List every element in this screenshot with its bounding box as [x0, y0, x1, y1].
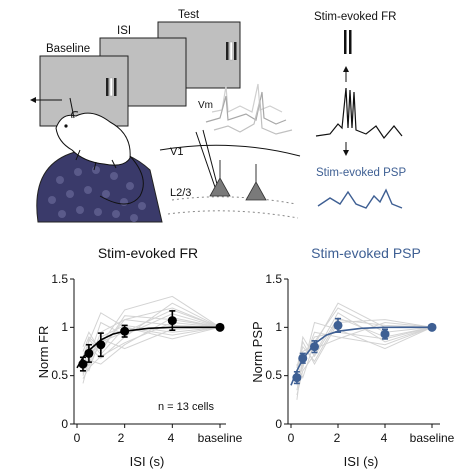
chart-fr: Stim-evoked FR 1.5 1 0.5 0 0 2 4 baselin… — [36, 245, 243, 469]
grating-icon — [226, 41, 237, 61]
cell-trace — [82, 309, 221, 367]
x-tick-label: baseline — [410, 431, 455, 445]
screen-label-baseline: Baseline — [46, 43, 90, 55]
vm-traces-icon — [205, 83, 293, 135]
data-point — [298, 353, 308, 363]
data-point — [96, 340, 106, 350]
data-point — [215, 322, 225, 332]
x-axis-label: ISI (s) — [344, 454, 379, 469]
x-tick-label: 2 — [334, 431, 341, 445]
y-tick-label: 0.5 — [265, 368, 282, 382]
axes — [287, 279, 440, 425]
layer-label-v1: V1 — [170, 146, 183, 158]
y-axis-label: Norm PSP — [250, 321, 265, 382]
cell-trace — [82, 319, 221, 365]
psp-trace-icon — [317, 188, 403, 209]
spike-trace-icon — [315, 87, 403, 140]
cell-trace — [82, 313, 221, 367]
data-point — [333, 320, 343, 330]
x-tick-label: 2 — [118, 431, 125, 445]
fr-schematic-label: Stim-evoked FR — [314, 11, 396, 23]
cell-trace — [296, 317, 433, 376]
x-tick-label: 4 — [168, 431, 175, 445]
cell-count-annotation: n = 13 cells — [158, 401, 214, 413]
y-tick-label: 0 — [275, 417, 282, 431]
schematic-panel: Test ISI Baseline — [30, 9, 406, 223]
chart-psp: Stim-evoked PSP 1.5 1 0.5 0 0 2 4 baseli… — [250, 245, 455, 469]
cortex-diagram — [159, 129, 301, 219]
chart-title: Stim-evoked FR — [98, 245, 198, 261]
layer-label-l23: L2/3 — [170, 187, 191, 199]
mean-points — [292, 317, 437, 385]
fit-curve — [290, 326, 432, 386]
tick-marks — [284, 278, 433, 428]
data-point — [78, 359, 88, 369]
psp-schematic-label: Stim-evoked PSP — [316, 167, 406, 179]
data-point — [380, 329, 390, 339]
cell-traces — [82, 295, 221, 384]
mouse-icon — [55, 97, 144, 205]
cell-trace — [296, 319, 433, 369]
y-tick-label: 0 — [61, 417, 68, 431]
neuron-icon — [245, 164, 267, 201]
data-point — [310, 342, 319, 352]
x-tick-label: baseline — [198, 431, 243, 445]
data-point — [292, 373, 302, 383]
y-tick-label: 1.5 — [265, 272, 282, 286]
x-tick-label: 4 — [381, 431, 388, 445]
y-tick-label: 1 — [61, 320, 68, 334]
data-point — [167, 316, 177, 326]
y-tick-label: 1.5 — [51, 272, 68, 286]
cell-trace — [296, 319, 433, 371]
screen-label-isi: ISI — [117, 25, 131, 37]
grating-icon — [106, 77, 117, 97]
x-tick-label: 0 — [288, 431, 295, 445]
screen-label-test: Test — [178, 9, 200, 21]
data-point — [84, 348, 94, 358]
y-axis-label: Norm FR — [36, 326, 51, 379]
gaze-arrow-icon — [30, 97, 62, 103]
x-axis-label: ISI (s) — [130, 454, 165, 469]
y-tick-label: 0.5 — [51, 368, 68, 382]
neuron-icon — [209, 160, 231, 197]
spike-raster-icon — [344, 30, 352, 54]
cell-trace — [82, 324, 221, 372]
cell-trace — [82, 326, 221, 374]
vm-label: Vm — [198, 100, 213, 111]
axes — [73, 279, 226, 425]
data-point — [120, 326, 130, 336]
mean-points — [78, 310, 225, 372]
cell-trace — [296, 321, 433, 381]
data-point — [427, 322, 437, 332]
chart-title: Stim-evoked PSP — [311, 245, 421, 261]
up-arrow-icon — [343, 66, 349, 82]
x-tick-label: 0 — [74, 431, 81, 445]
down-arrow-icon — [343, 142, 349, 156]
y-tick-label: 1 — [275, 320, 282, 334]
cell-traces — [296, 302, 433, 400]
cell-trace — [296, 321, 433, 400]
tick-marks — [70, 278, 221, 428]
